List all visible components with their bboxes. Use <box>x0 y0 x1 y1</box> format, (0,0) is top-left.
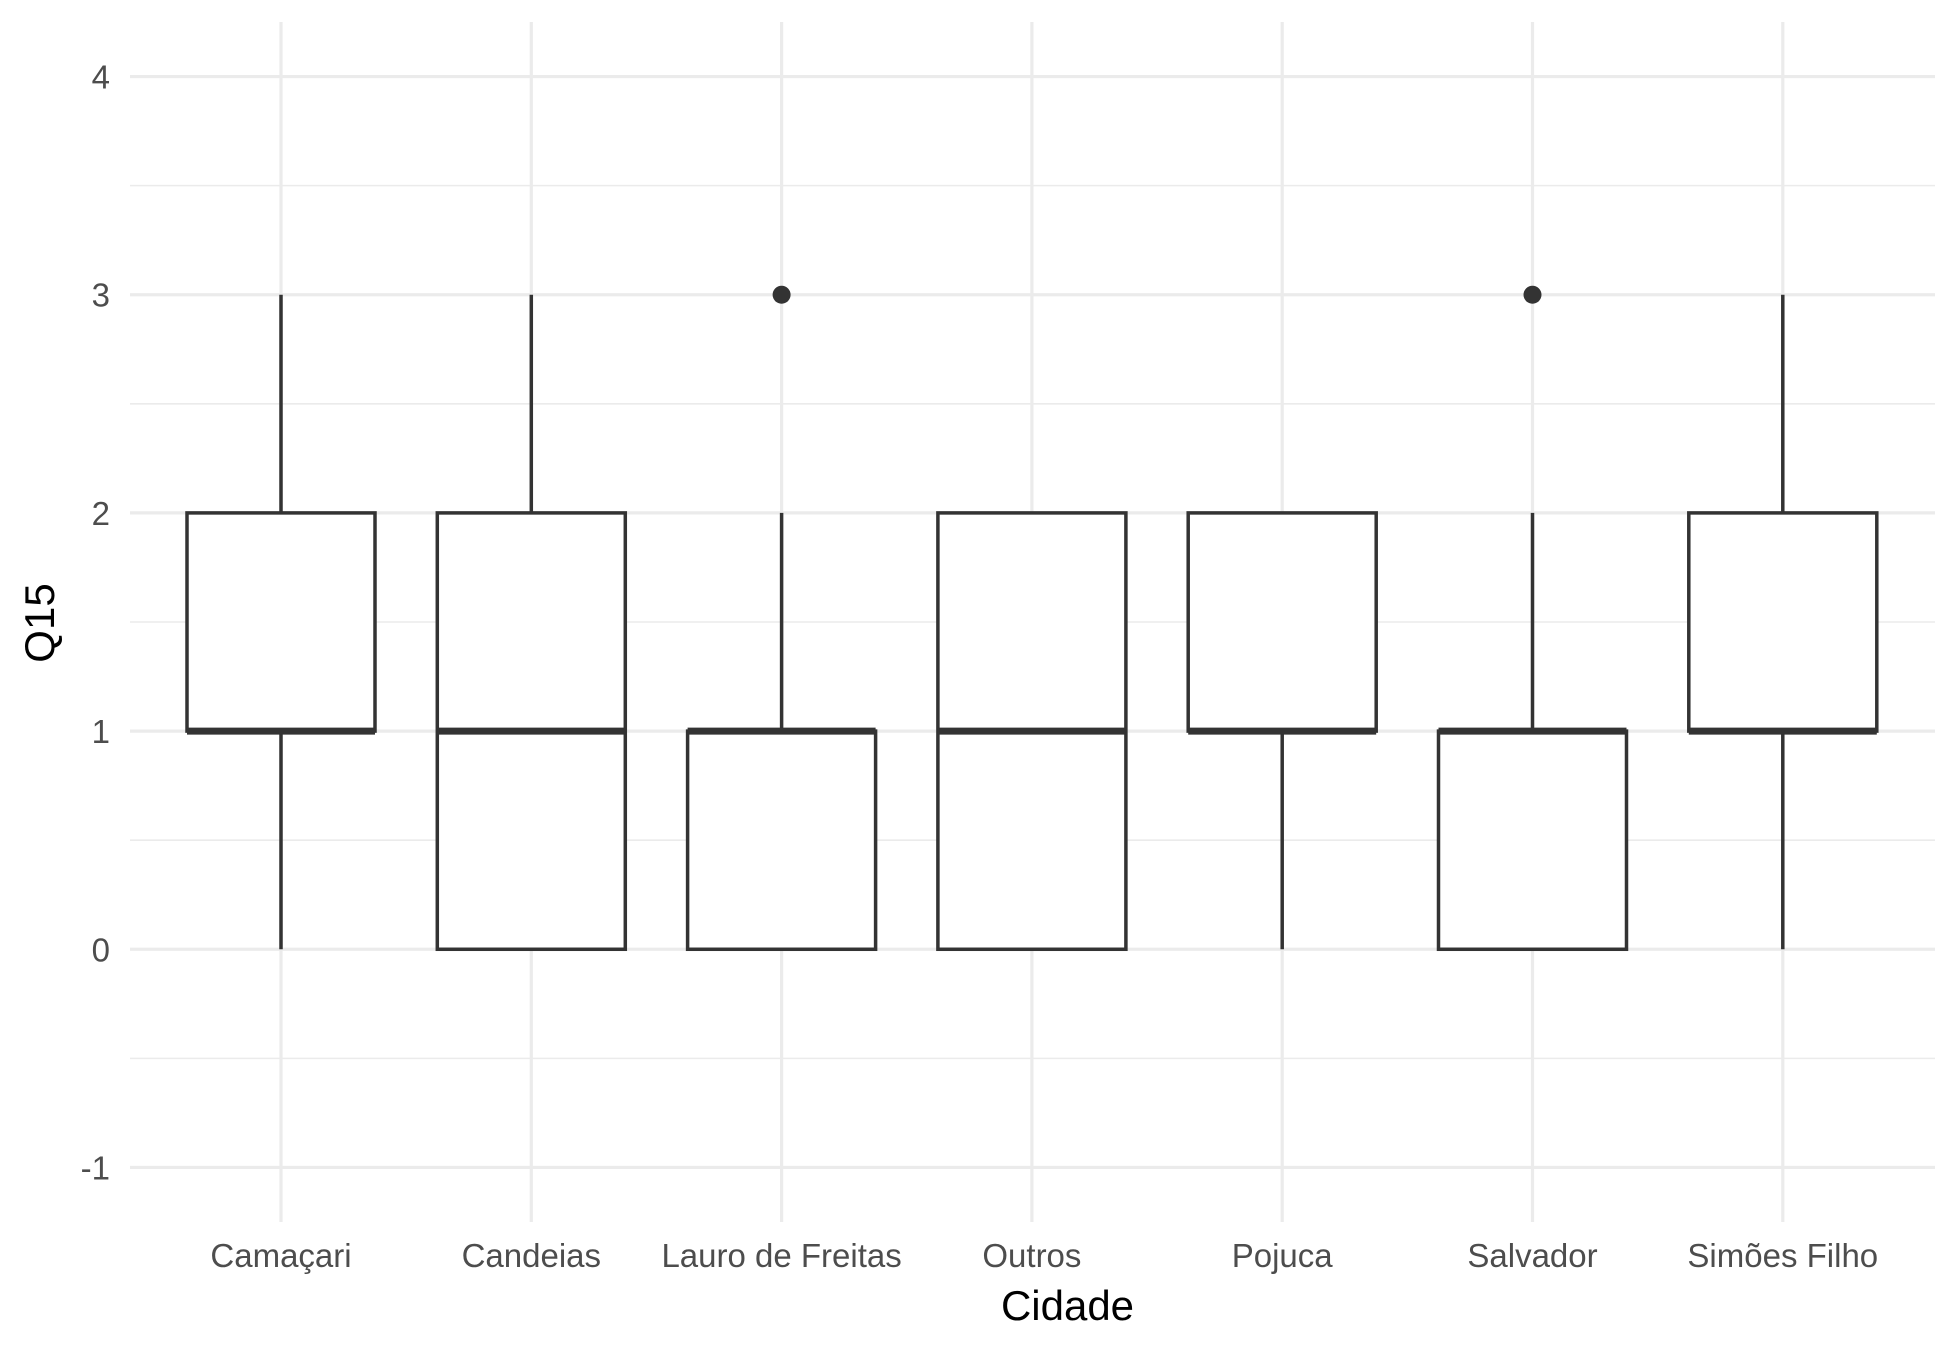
y-tick-label: -1 <box>81 1149 110 1186</box>
x-tick-label: Camaçari <box>210 1237 351 1274</box>
x-tick-label: Simões Filho <box>1687 1237 1878 1274</box>
iqr-box <box>1436 729 1629 952</box>
x-tick-label: Outros <box>982 1237 1081 1274</box>
y-tick-label: 3 <box>92 277 110 314</box>
boxplot-group <box>685 285 878 952</box>
y-tick-label: 1 <box>92 713 110 750</box>
outlier-point <box>1523 285 1542 304</box>
x-tick-label: Salvador <box>1467 1237 1597 1274</box>
iqr-box <box>185 511 377 733</box>
boxplot-group <box>1436 285 1629 952</box>
outlier-point <box>772 285 791 304</box>
x-tick-label: Candeias <box>462 1237 601 1274</box>
x-tick-label: Lauro de Freitas <box>661 1237 901 1274</box>
x-tick-label: Pojuca <box>1232 1237 1334 1274</box>
iqr-box <box>1186 511 1378 733</box>
boxplot-group <box>1186 511 1378 950</box>
x-axis-title: Cidade <box>1001 1282 1134 1329</box>
y-tick-label: 0 <box>92 931 110 968</box>
boxplot-group <box>936 511 1128 952</box>
y-tick-label: 4 <box>92 59 110 96</box>
box-layer <box>185 285 1879 952</box>
y-tick-label: 2 <box>92 495 110 532</box>
boxplot-group <box>185 294 377 950</box>
boxplot-group <box>1687 294 1879 950</box>
y-axis-title: Q15 <box>16 583 63 662</box>
boxplot-group <box>435 294 628 952</box>
iqr-box <box>1687 511 1879 733</box>
iqr-box <box>685 729 878 952</box>
label-layer: -1 0 1 2 3 4 Camaçari Candeias Lauro de Freitas O… <box>81 59 1879 1274</box>
